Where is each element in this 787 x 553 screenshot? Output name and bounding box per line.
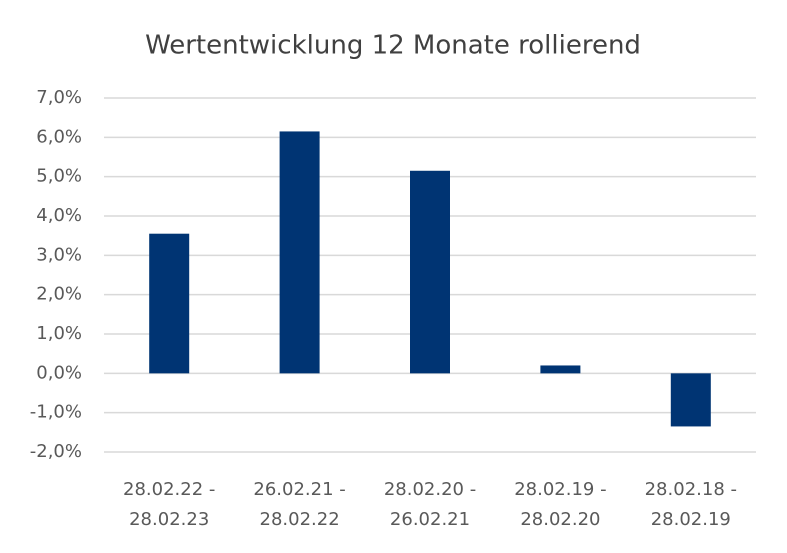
bar [410,170,450,374]
x-tick-label: 28.02.20 - [384,479,476,500]
x-tick-label: 28.02.22 [260,509,340,530]
y-tick-label: -1,0% [30,402,82,423]
bar [540,365,581,374]
x-tick-label: 28.02.18 - [645,479,737,500]
x-tick-label: 28.02.22 - [123,479,215,500]
y-tick-label: 2,0% [36,284,82,305]
x-tick-label: 28.02.23 [129,509,209,530]
bar [670,373,711,427]
y-tick-label: 4,0% [36,205,82,226]
x-tick-label: 28.02.19 [651,509,731,530]
y-tick-label: -2,0% [30,441,82,462]
y-tick-label: 6,0% [36,126,82,147]
y-tick-label: 5,0% [36,166,82,187]
x-tick-label: 26.02.21 - [253,479,345,500]
x-tick-label: 28.02.19 - [514,479,606,500]
x-tick-label: 26.02.21 [390,509,470,530]
y-tick-label: 7,0% [36,87,82,108]
bar [149,233,190,374]
y-tick-label: 1,0% [36,323,82,344]
bar [279,131,320,374]
y-tick-label: 3,0% [36,244,82,265]
chart-title: Wertentwicklung 12 Monate rollierend [145,31,641,61]
y-tick-label: 0,0% [36,362,82,383]
x-tick-label: 28.02.20 [520,509,600,530]
